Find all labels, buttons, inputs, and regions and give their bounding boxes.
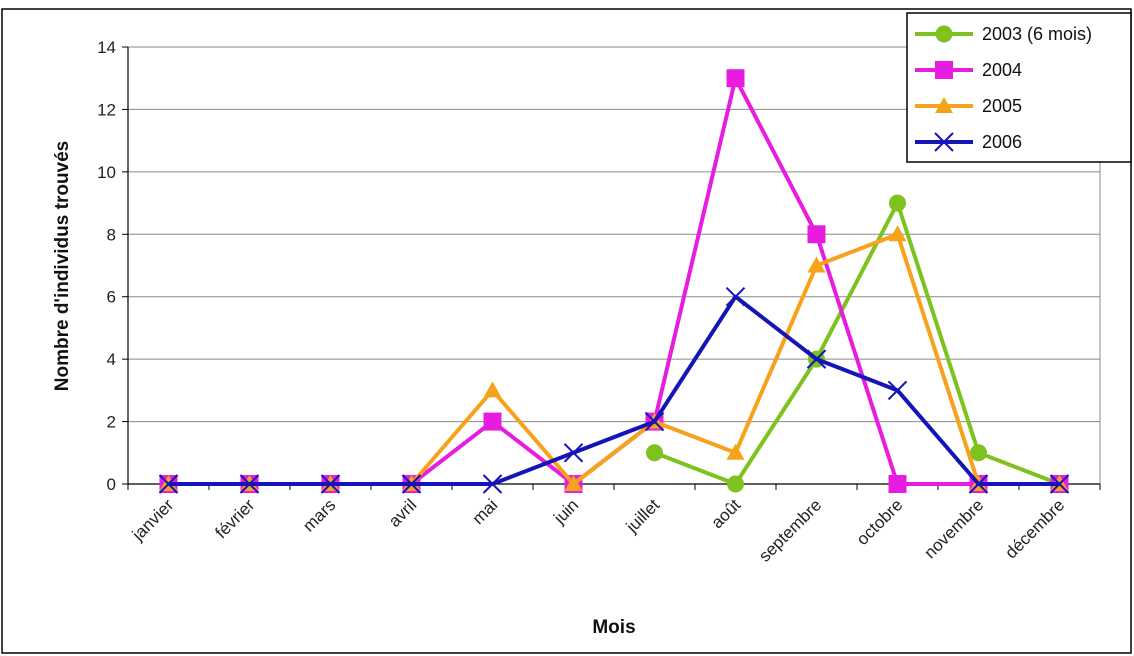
- series-2-point: [888, 475, 907, 493]
- y-tick-label: 2: [107, 413, 116, 432]
- legend-entry-1: 2003 (6 mois): [915, 24, 1092, 44]
- legend-swatch-marker: [935, 97, 953, 113]
- y-tick-label: 12: [97, 100, 116, 119]
- series-4-point: [401, 474, 422, 494]
- series-1-point: [727, 475, 744, 493]
- series-4-point: [320, 474, 341, 494]
- series-3-point: [726, 443, 745, 460]
- legend-label: 2003 (6 mois): [982, 24, 1092, 44]
- x-marker-stroke: [320, 474, 341, 494]
- legend-swatch-marker: [935, 25, 953, 43]
- legend-entry-3: 2005: [915, 96, 1022, 116]
- series-1-point: [646, 444, 663, 462]
- x-marker-stroke: [158, 474, 179, 494]
- series-4-point: [968, 474, 989, 494]
- y-tick-label: 14: [97, 38, 116, 57]
- series-4-point: [725, 287, 746, 307]
- series-1-point: [889, 194, 906, 212]
- series-4-point: [482, 474, 503, 494]
- series-lines: [158, 69, 1070, 494]
- x-marker-stroke: [563, 443, 584, 463]
- y-axis-title: Nombre d'individus trouvés: [52, 141, 73, 392]
- x-marker-stroke: [482, 474, 503, 494]
- y-tick-label: 8: [107, 225, 116, 244]
- x-marker-stroke: [806, 349, 827, 369]
- series-4-point: [158, 474, 179, 494]
- series-4-point: [887, 380, 908, 401]
- series-3-point: [564, 475, 583, 491]
- series-2-point: [483, 412, 502, 431]
- series-4-line: [168, 294, 1060, 486]
- series-3-point: [888, 225, 907, 242]
- x-marker-stroke: [934, 132, 954, 152]
- x-marker-stroke: [887, 380, 908, 401]
- series-3-point: [483, 381, 502, 398]
- series-1-point: [970, 444, 987, 462]
- legend-label: 2005: [982, 96, 1022, 116]
- series-4-point: [563, 443, 584, 463]
- series-3-point: [807, 256, 826, 273]
- y-tick-label: 0: [107, 475, 116, 494]
- series-2-point: [726, 69, 745, 88]
- y-tick-label: 10: [97, 163, 116, 182]
- x-marker-stroke: [1049, 474, 1070, 494]
- legend-swatch-marker: [935, 61, 953, 79]
- x-marker-stroke: [401, 474, 422, 494]
- series-4: [158, 287, 1070, 494]
- legend-swatch-marker: [934, 132, 954, 152]
- legend: 2003 (6 mois) 2004 2005 2006: [906, 12, 1132, 163]
- x-marker-stroke: [644, 411, 665, 432]
- series-4-point: [1049, 474, 1070, 494]
- series-4-point: [806, 349, 827, 369]
- series-4-point: [239, 474, 260, 494]
- x-marker-stroke: [725, 287, 746, 307]
- series-2-point: [807, 225, 826, 244]
- legend-label: 2004: [982, 60, 1022, 80]
- series-4-point: [644, 411, 665, 432]
- x-marker-stroke: [968, 474, 989, 494]
- y-tick-label: 6: [107, 288, 116, 307]
- y-tick-labels: 0 2 4 6 8 10 12 14: [97, 38, 116, 494]
- series-1-line: [653, 201, 1061, 486]
- x-marker-stroke: [239, 474, 260, 494]
- legend-entry-2: 2004: [915, 60, 1022, 80]
- y-tick-label: 4: [107, 350, 116, 369]
- legend-label: 2006: [982, 132, 1022, 152]
- legend-entry-4: 2006: [915, 132, 1022, 152]
- x-axis-title: Mois: [592, 617, 635, 638]
